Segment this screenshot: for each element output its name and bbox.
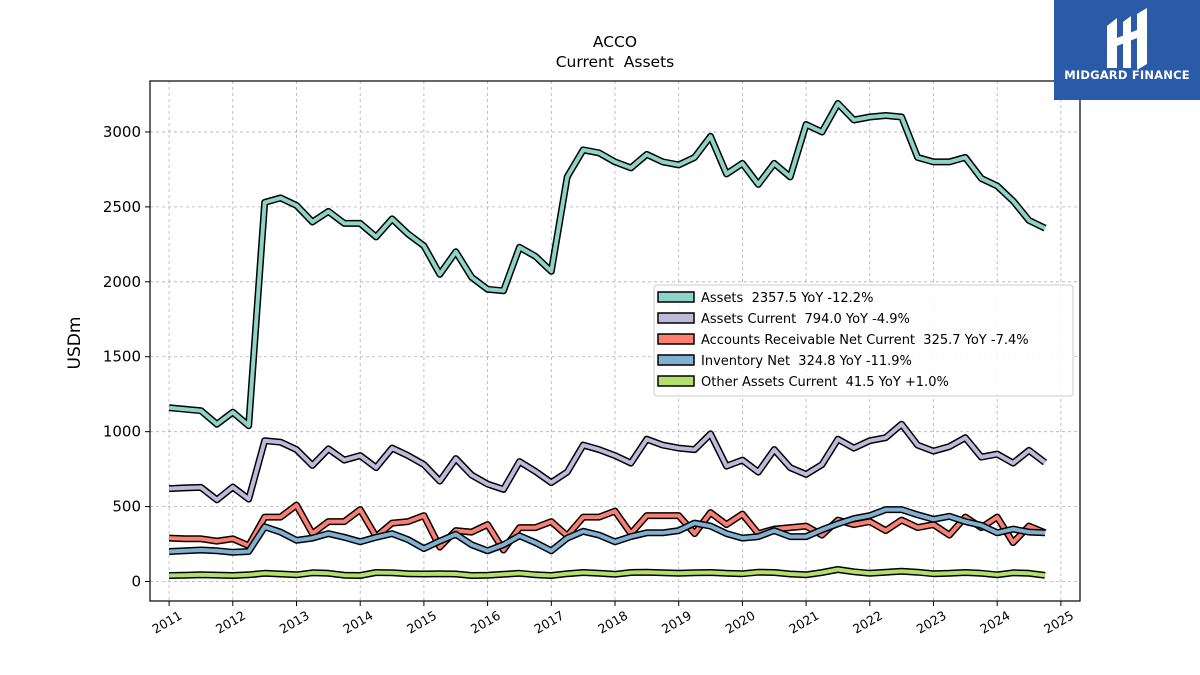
y-tick-label: 0 xyxy=(131,573,141,591)
y-tick-label: 2000 xyxy=(103,273,141,291)
series-other-assets-current xyxy=(169,566,1046,579)
legend-entry: Accounts Receivable Net Current 325.7 Yo… xyxy=(701,333,1029,348)
series-layer xyxy=(168,100,1048,579)
legend-swatch xyxy=(657,375,695,387)
series-inventory-net xyxy=(168,506,1046,556)
x-tick-label: 2014 xyxy=(340,608,375,637)
chart-subtitle: Current Assets xyxy=(556,53,675,71)
series-line xyxy=(169,422,1047,502)
series-line xyxy=(169,503,1046,552)
midgard-logo-icon xyxy=(1107,8,1147,70)
series-assets xyxy=(168,100,1047,430)
x-tick-label: 2015 xyxy=(404,608,439,637)
y-tick-label: 3000 xyxy=(103,123,141,141)
y-tick-label: 2500 xyxy=(103,198,141,216)
series-line xyxy=(168,101,1046,428)
brand-name: MIDGARD FINANCE xyxy=(1064,68,1190,82)
x-tick-label: 2013 xyxy=(277,608,312,637)
chart-title: ACCO xyxy=(593,33,637,51)
x-tick-label: 2020 xyxy=(723,608,758,637)
x-tick-label: 2024 xyxy=(977,608,1012,637)
series-line xyxy=(169,507,1046,555)
y-tick-label: 500 xyxy=(112,498,141,516)
legend-swatch xyxy=(657,333,695,345)
y-tick-label: 1500 xyxy=(103,348,141,366)
legend-entry: Other Assets Current 41.5 YoY +1.0% xyxy=(701,375,949,390)
x-tick-label: 2025 xyxy=(1041,608,1076,637)
legend-entry: Assets Current 794.0 YoY -4.9% xyxy=(701,312,910,327)
x-tick-label: 2017 xyxy=(532,608,567,637)
series-accounts-receivable-net-current xyxy=(168,501,1047,554)
x-tick-label: 2012 xyxy=(213,608,248,637)
midgard-finance-logo: MIDGARD FINANCE xyxy=(1054,0,1200,100)
series-outline xyxy=(168,420,1048,504)
x-tick-label: 2011 xyxy=(149,608,184,637)
y-tick-label: 1000 xyxy=(103,423,141,441)
x-tick-label: 2018 xyxy=(595,608,630,637)
x-tick-label: 2023 xyxy=(914,608,949,637)
x-tick-label: 2021 xyxy=(786,608,821,637)
legend-swatch xyxy=(657,291,695,303)
x-tick-label: 2019 xyxy=(659,608,694,637)
y-axis-label: USDm xyxy=(65,317,85,370)
series-line xyxy=(169,567,1046,578)
legend-entry: Inventory Net 324.8 YoY -11.9% xyxy=(701,354,912,369)
x-tick-label: 2022 xyxy=(850,608,885,637)
legend-swatch xyxy=(657,312,695,324)
series-assets-current xyxy=(168,420,1048,504)
legend-swatch xyxy=(657,354,695,366)
legend-entry: Assets 2357.5 YoY -12.2% xyxy=(701,291,873,306)
legend: Assets 2357.5 YoY -12.2% Assets Current 7… xyxy=(653,284,1074,397)
x-tick-label: 2016 xyxy=(468,608,503,637)
legend-box xyxy=(653,284,1074,397)
